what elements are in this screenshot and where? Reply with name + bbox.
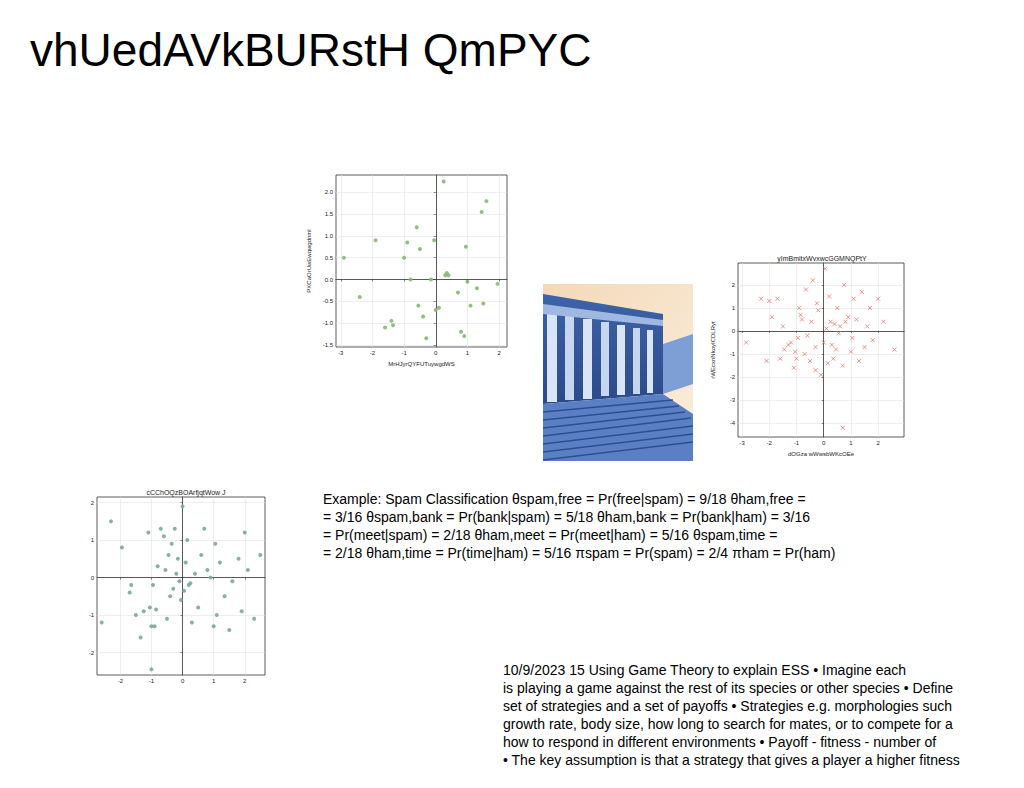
svg-text:-1: -1 <box>794 440 800 446</box>
svg-text:dOGza wWwsbWKcOEe: dOGza wWwsbWKcOEe <box>788 451 855 457</box>
svg-text:1.0: 1.0 <box>325 233 334 239</box>
svg-text:1: 1 <box>91 537 95 543</box>
svg-text:2: 2 <box>91 500 95 506</box>
svg-text:0: 0 <box>91 575 95 581</box>
svg-text:0.0: 0.0 <box>325 277 334 283</box>
svg-text:0: 0 <box>434 350 438 356</box>
svg-text:-2: -2 <box>89 650 95 656</box>
svg-text:1: 1 <box>732 305 736 311</box>
html-text:vhUedAVkBURstH QmPYC: vhUedAVkBURstH QmPYC <box>30 24 592 76</box>
svg-text:-1.0: -1.0 <box>323 320 334 326</box>
svg-text:-2: -2 <box>370 350 376 356</box>
svg-text:PXCaOrUwEwqwgdnml: PXCaOrUwEwqwgdnml <box>306 229 312 292</box>
svg-text:2: 2 <box>732 282 736 288</box>
svg-text:rWEcxnNkoyICDLRyt: rWEcxnNkoyICDLRyt <box>710 321 716 379</box>
svg-text:-0.5: -0.5 <box>323 298 334 304</box>
svg-text:2: 2 <box>876 440 880 446</box>
svg-text:-2: -2 <box>767 440 773 446</box>
svg-text:-2: -2 <box>730 374 736 380</box>
svg-text:2: 2 <box>243 678 247 684</box>
html-text:• The key assumption is that a: • The key assumption is that a strategy … <box>503 752 960 768</box>
svg-text:-1: -1 <box>89 612 95 618</box>
svg-text:1.5: 1.5 <box>325 211 334 217</box>
svg-text:-1: -1 <box>730 351 736 357</box>
svg-text:-3: -3 <box>338 350 344 356</box>
svg-text:0: 0 <box>181 678 185 684</box>
svg-text:-1: -1 <box>149 678 155 684</box>
svg-text:-3: -3 <box>730 397 736 403</box>
svg-text:cCChOQzBOArfjqtWow J: cCChOQzBOArfjqtWow J <box>146 489 225 497</box>
html-text:= Pr(meet|spam) = 2/18 θham,me: = Pr(meet|spam) = 2/18 θham,meet = Pr(me… <box>323 527 778 543</box>
svg-text:0: 0 <box>732 328 736 334</box>
html-text:is playing a game against the: is playing a game against the rest of it… <box>503 680 953 696</box>
svg-text:-1.5: -1.5 <box>323 342 334 348</box>
html-text:how to respond in different en: how to respond in different environments… <box>503 734 937 750</box>
svg-text:-3: -3 <box>739 440 745 446</box>
svg-text:-2: -2 <box>118 678 124 684</box>
html-text:= 3/16 θspam,bank = Pr(bank|sp: = 3/16 θspam,bank = Pr(bank|spam) = 5/18… <box>323 509 811 525</box>
html-text:10/9/2023 15 Using Game Theory: 10/9/2023 15 Using Game Theory to explai… <box>503 662 907 678</box>
svg-text:1: 1 <box>212 678 216 684</box>
svg-text:-1: -1 <box>401 350 407 356</box>
html-text:Example: Spam Classification θ: Example: Spam Classification θspam,free … <box>323 491 806 507</box>
svg-text:0.5: 0.5 <box>325 255 334 261</box>
svg-text:2: 2 <box>497 350 501 356</box>
svg-text:2.0: 2.0 <box>325 189 334 195</box>
svg-text:-4: -4 <box>730 420 736 426</box>
svg-text:MrHJyrQYFUTuywgdWS: MrHJyrQYFUTuywgdWS <box>388 361 454 367</box>
html-text:= 2/18 θham,time = Pr(time|ham: = 2/18 θham,time = Pr(time|ham) = 5/16 π… <box>323 545 836 561</box>
html-text:growth rate, body size, how lo: growth rate, body size, how long to sear… <box>503 716 953 732</box>
svg-text:1: 1 <box>849 440 853 446</box>
svg-text:1: 1 <box>466 350 470 356</box>
svg-text:0: 0 <box>822 440 826 446</box>
html-text:set of strategies and a set of: set of strategies and a set of payoffs •… <box>503 698 952 714</box>
svg-text:yImBmitxWvxwcGGMNQPtY: yImBmitxWvxwcGGMNQPtY <box>777 255 867 263</box>
